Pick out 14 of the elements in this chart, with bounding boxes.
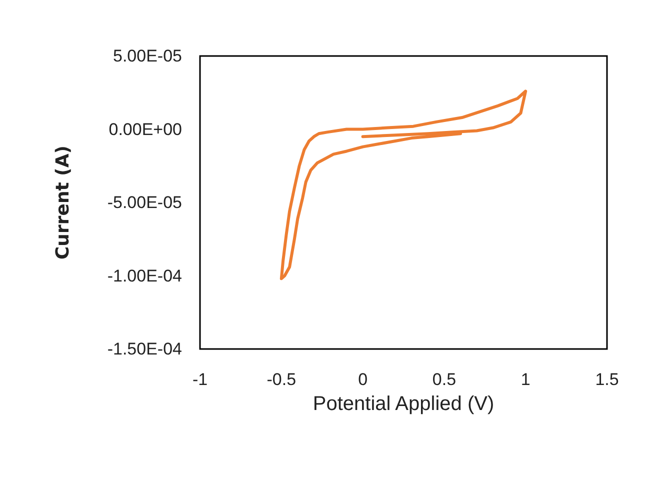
line-series bbox=[280, 90, 528, 280]
y-tick-label: -1.50E-04 bbox=[107, 340, 182, 358]
x-tick-label: 1.5 bbox=[595, 370, 619, 389]
y-tick-label: -5.00E-05 bbox=[107, 193, 182, 212]
x-tick-label: 0 bbox=[358, 370, 368, 389]
y-tick-label: 0.00E+00 bbox=[108, 120, 182, 139]
x-tick-label: 1 bbox=[520, 370, 530, 389]
y-axis-title: Current (A) bbox=[52, 145, 74, 260]
x-tick-label: 0.5 bbox=[432, 370, 456, 389]
y-tick-label: 5.00E-05 bbox=[113, 46, 182, 66]
x-tick-label: -0.5 bbox=[266, 370, 296, 389]
y-tick-label: -1.00E-04 bbox=[107, 266, 182, 286]
x-axis-title: Potential Applied (V) bbox=[312, 393, 494, 415]
x-tick-label: -1 bbox=[192, 370, 208, 389]
